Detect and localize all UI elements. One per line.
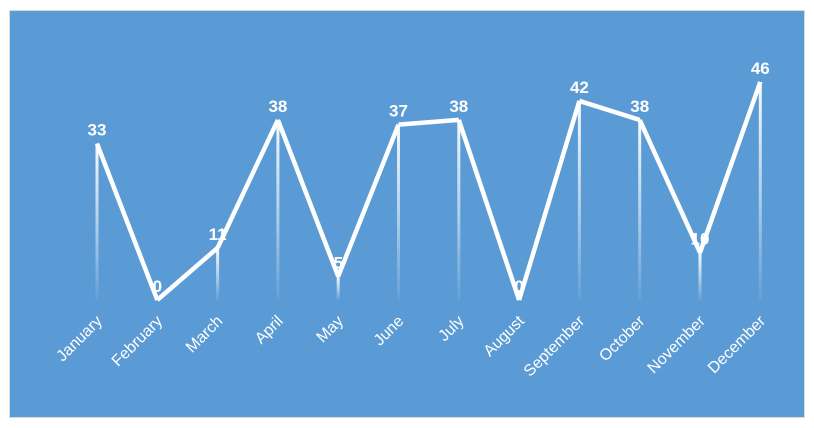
data-label: 33 xyxy=(88,121,107,140)
x-tick-label: June xyxy=(371,313,408,350)
data-label: 10 xyxy=(691,230,710,249)
x-tick-label: July xyxy=(435,313,467,345)
drop-line xyxy=(758,82,762,300)
series-segment xyxy=(398,117,459,127)
x-tick-label: February xyxy=(109,313,166,370)
series-segment xyxy=(155,246,220,302)
drop-line xyxy=(336,276,340,300)
data-label: 0 xyxy=(514,277,523,296)
series-segment xyxy=(516,100,582,301)
series-line xyxy=(94,81,763,302)
series-segment xyxy=(456,119,522,301)
data-label: 42 xyxy=(570,78,589,97)
x-axis-tick-labels: January February March April May June July Augu… xyxy=(54,312,770,380)
drop-line xyxy=(638,119,642,300)
series-segment xyxy=(215,118,280,249)
x-tick-label: August xyxy=(481,312,529,360)
series-segment xyxy=(94,142,160,301)
x-tick-label: January xyxy=(54,313,106,365)
drop-line xyxy=(397,124,400,300)
drop-line xyxy=(457,119,461,300)
data-label: 11 xyxy=(209,225,227,244)
series-segment xyxy=(697,81,763,254)
x-tick-label: November xyxy=(645,312,710,377)
series-segment xyxy=(637,118,703,254)
drop-line xyxy=(276,119,280,300)
series-segment xyxy=(578,98,641,123)
data-label: 38 xyxy=(268,97,287,116)
chart-area xyxy=(9,10,805,418)
data-label: 38 xyxy=(449,97,468,116)
x-tick-label: March xyxy=(183,313,226,356)
data-label: 37 xyxy=(389,102,408,121)
series-segment xyxy=(275,119,341,278)
x-tick-label: April xyxy=(252,313,287,348)
data-label: 0 xyxy=(153,277,162,296)
data-label: 5 xyxy=(333,253,342,272)
drop-lines xyxy=(95,82,762,301)
x-tick-label: December xyxy=(705,312,770,377)
data-label: 38 xyxy=(630,97,649,116)
x-tick-label: September xyxy=(521,312,589,380)
drop-line xyxy=(577,100,581,301)
drop-line xyxy=(216,247,220,300)
drop-line xyxy=(95,143,99,300)
drop-line xyxy=(698,252,702,300)
x-tick-label: May xyxy=(314,313,347,346)
x-tick-label: October xyxy=(596,312,649,365)
data-labels: 33 0 11 38 5 37 38 0 42 38 10 46 xyxy=(88,59,770,296)
data-label: 46 xyxy=(751,59,770,78)
series-segment xyxy=(336,123,401,278)
